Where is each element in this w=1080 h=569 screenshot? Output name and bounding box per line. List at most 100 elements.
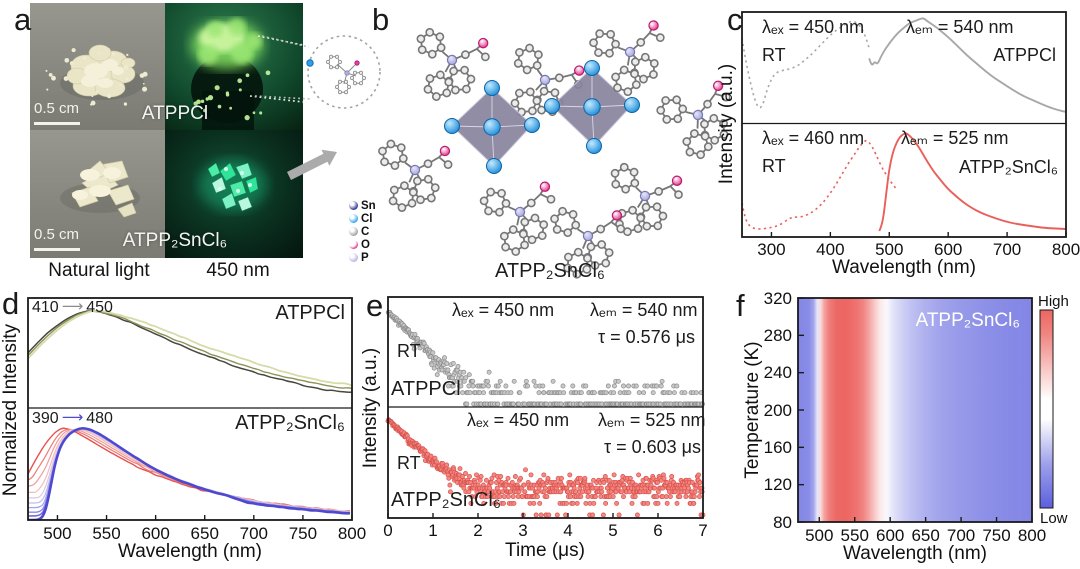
heatmap-surface: [798, 298, 1032, 522]
axis-tick-label: 750: [288, 524, 318, 543]
legend-row-sn: Sn: [349, 199, 376, 212]
c-axes-frame: [741, 11, 1067, 238]
panel-c-spectra-chart: [741, 11, 1067, 238]
chlorine-atom: [486, 158, 502, 174]
chlorine-atom: [584, 60, 600, 76]
ATPP₂SnCl₆-excitation-curve: [742, 139, 897, 230]
atpp-molecule: [479, 181, 556, 256]
atpp2sncl6-emission-curve-480: [28, 427, 351, 520]
c2-sample: ATPP₂SnCl₆: [959, 157, 1058, 177]
legend-row-o: O: [349, 238, 376, 251]
e2-lambda-ex: λₑₓ = 450 nm: [467, 410, 570, 430]
axis-tick-label: 5: [608, 521, 618, 540]
sn-atom-icon: [349, 201, 358, 210]
axis-tick-label: 600: [875, 526, 905, 545]
phosphorus-atom: [514, 206, 526, 218]
photo-label-atpp2sncl6: ATPP₂SnCl₆: [122, 230, 228, 251]
e-subplot-ATPP₂SnCl₆: [385, 417, 706, 518]
axis-tick-label: 120: [763, 475, 792, 495]
axis-tick-label: 240: [763, 363, 792, 383]
axis-tick-label: 700: [239, 524, 268, 543]
f-sample: ATPP₂SnCl₆: [915, 310, 1020, 331]
axis-tick-label: 800: [337, 524, 367, 543]
panel-c-letter: c: [727, 2, 743, 37]
c2-lambda-ex: λₑₓ = 460 nm: [762, 128, 865, 148]
atpp-molecule: [589, 20, 665, 97]
axis-tick-label: 320: [763, 288, 792, 308]
c2-temp: RT: [762, 156, 786, 176]
scale-bar-label-bottom: 0.5 cm: [34, 226, 80, 243]
d2-sample: ATPP₂SnCl₆: [235, 412, 345, 434]
axis-tick-label: 650: [911, 526, 940, 545]
panel-a-letter: a: [14, 2, 32, 37]
e1-temp: RT: [397, 341, 421, 361]
axis-tick-label: 2: [473, 521, 483, 540]
c-subplot-ATPP₂SnCl₆: [742, 132, 1066, 232]
axis-tick-label: 160: [763, 437, 792, 457]
axis-tick-label: 6: [653, 521, 663, 540]
c1-sample: ATPPCl: [993, 45, 1056, 65]
axis-tick-label: 500: [43, 524, 72, 543]
ATPP₂SnCl₆-emission-curve: [878, 132, 1066, 232]
c2-lambda-em: λₑₘ = 525 nm: [901, 128, 1009, 148]
atpp2sncl6-emission-curve-410: [28, 428, 351, 513]
c-atom-icon: [349, 227, 358, 236]
colorbar: [1039, 309, 1054, 509]
d-ylabel: Normalized Intensity: [0, 323, 21, 497]
chlorine-atom: [544, 98, 560, 114]
inset-chloride-atom: [306, 59, 314, 67]
legend-label-cl: Cl: [361, 212, 373, 225]
e1-lambda-em: λₑₘ = 540 nm: [590, 300, 698, 320]
f-xlabel: Wavelength (nm): [843, 543, 987, 564]
panel-f-heatmap: [797, 297, 1054, 523]
e2-temp: RT: [397, 453, 421, 473]
sncl6-octahedron: [444, 80, 540, 174]
scale-bar-label-top: 0.5 cm: [34, 100, 80, 117]
d2-shift-from: 390: [32, 410, 59, 427]
axis-tick-label: 800: [1051, 240, 1080, 259]
caption-450nm: 450 nm: [206, 260, 270, 281]
e-axes-frame: [387, 296, 704, 519]
phosphorus-atom: [624, 46, 636, 58]
ATPPCl-excitation-curve: [742, 20, 870, 109]
p-atom-icon: [349, 253, 358, 262]
c-xlabel: Wavelength (nm): [832, 257, 976, 278]
panel-d-letter: d: [2, 286, 20, 321]
atpp2sncl6-emission-curve-470: [28, 427, 351, 517]
e1-sample: ATPPCl: [391, 378, 461, 400]
oxygen-atom: [712, 80, 724, 91]
d-axes-frame: [27, 297, 353, 521]
axis-tick-label: 800: [1017, 526, 1047, 545]
e-ylabel: Intensity (a.u.): [360, 347, 381, 469]
atpp2sncl6-emission-curve-450: [28, 427, 351, 514]
axis-tick-label: 550: [840, 526, 869, 545]
chlorine-atom: [524, 117, 540, 133]
colorbar-low-label: Low: [1040, 510, 1068, 527]
e2-sample: ATPP₂SnCl₆: [391, 489, 501, 511]
d1-shift-annotation: 410 ⟶ 450: [32, 298, 113, 317]
colorbar-high-label: High: [1038, 293, 1069, 310]
atpp-molecule: [416, 27, 490, 101]
panel-b-crystal-structure: [378, 20, 730, 279]
sncl6-octahedron: [544, 60, 640, 154]
phosphorus-atom: [446, 54, 458, 66]
cl-atom-icon: [349, 214, 358, 223]
atppcl-emission-curve-430: [28, 310, 352, 390]
e1-lambda-ex: λₑₓ = 450 nm: [452, 300, 555, 320]
c-subplot-ATPPCl: [742, 17, 1066, 113]
axis-tick-label: 500: [805, 526, 834, 545]
d-subplot-atpp2sncl6: [28, 427, 351, 520]
atpp2sncl6-emission-curve-430: [28, 428, 350, 513]
axis-tick-label: 700: [992, 240, 1022, 259]
panel-e-decay-chart: [385, 296, 706, 519]
phosphorus-atom: [692, 109, 704, 121]
oxygen-atom: [539, 181, 551, 192]
e2-lambda-em: λₑₘ = 525 nm: [598, 410, 706, 430]
axis-tick-label: 4: [563, 521, 573, 540]
atpp2sncl6-emission-curve-420: [28, 428, 351, 513]
atpp-molecule: [378, 139, 453, 212]
axis-tick-label: 1: [428, 521, 438, 540]
panel-b-compound-label: ATPP₂SnCl₆: [495, 260, 605, 282]
scale-bar-top: [34, 122, 80, 125]
o-atom-icon: [349, 240, 358, 249]
